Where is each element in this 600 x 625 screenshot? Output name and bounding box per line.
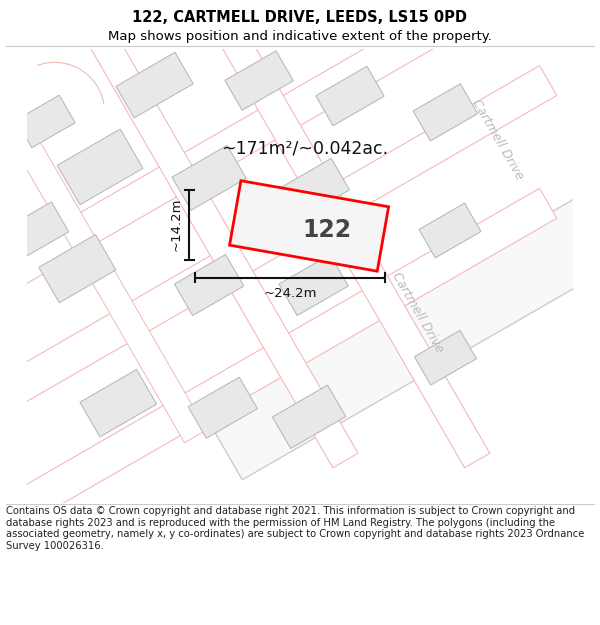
Text: ~24.2m: ~24.2m xyxy=(263,287,317,300)
Polygon shape xyxy=(16,95,75,148)
Text: ~14.2m: ~14.2m xyxy=(170,198,183,251)
Polygon shape xyxy=(39,234,116,302)
Polygon shape xyxy=(278,158,349,221)
Polygon shape xyxy=(80,369,157,437)
Polygon shape xyxy=(0,66,557,414)
Polygon shape xyxy=(15,0,358,468)
Text: Map shows position and indicative extent of the property.: Map shows position and indicative extent… xyxy=(108,31,492,44)
Polygon shape xyxy=(415,331,476,385)
Polygon shape xyxy=(0,36,206,442)
Polygon shape xyxy=(203,72,600,480)
Polygon shape xyxy=(146,0,490,468)
Polygon shape xyxy=(419,203,481,258)
Text: Cartmell Drive: Cartmell Drive xyxy=(390,270,446,355)
Polygon shape xyxy=(279,254,348,316)
Text: ~171m²/~0.042ac.: ~171m²/~0.042ac. xyxy=(221,140,388,158)
Text: Cartmell Drive: Cartmell Drive xyxy=(470,97,526,182)
Polygon shape xyxy=(175,254,244,316)
Polygon shape xyxy=(116,52,193,118)
Polygon shape xyxy=(413,84,478,141)
Polygon shape xyxy=(4,202,69,259)
Polygon shape xyxy=(57,129,143,205)
Polygon shape xyxy=(225,51,293,110)
Polygon shape xyxy=(272,385,346,448)
Polygon shape xyxy=(172,146,246,210)
Text: 122, CARTMELL DRIVE, LEEDS, LS15 0PD: 122, CARTMELL DRIVE, LEEDS, LS15 0PD xyxy=(133,10,467,25)
Polygon shape xyxy=(188,378,257,438)
Polygon shape xyxy=(230,181,389,271)
Text: 122: 122 xyxy=(303,219,352,243)
Polygon shape xyxy=(0,188,557,536)
Text: Contains OS data © Crown copyright and database right 2021. This information is : Contains OS data © Crown copyright and d… xyxy=(6,506,584,551)
Polygon shape xyxy=(0,0,557,296)
Polygon shape xyxy=(316,66,384,126)
